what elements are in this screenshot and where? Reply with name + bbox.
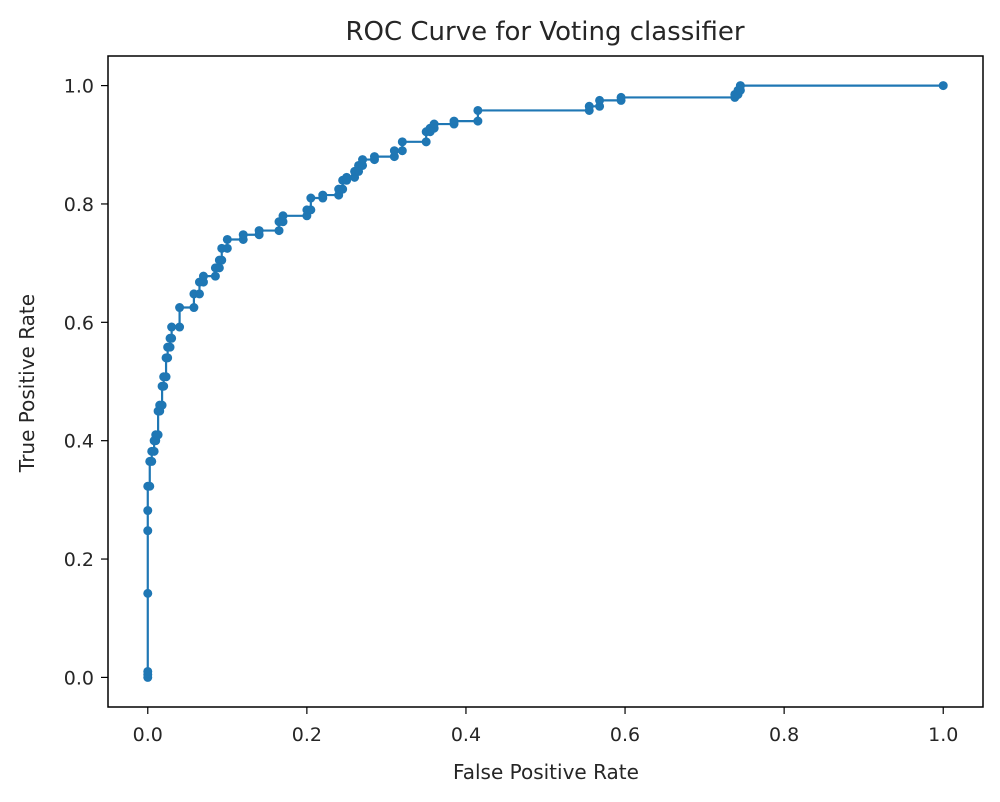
data-point: [165, 342, 175, 352]
data-point: [147, 456, 157, 466]
data-point: [338, 184, 348, 194]
x-tick-label: 0.0: [133, 724, 163, 746]
plot-frame: [107, 55, 984, 708]
data-point: [318, 190, 328, 200]
y-tick-label: 0.6: [64, 312, 94, 334]
series-line: [146, 84, 945, 679]
y-axis: 0.0 0.2 0.4 0.6 0.8 1.0: [64, 76, 108, 689]
y-tick-label: 0.8: [64, 194, 94, 216]
data-point: [153, 430, 163, 440]
x-tick-label: 0.4: [451, 724, 481, 746]
data-point: [735, 81, 745, 91]
data-point: [584, 101, 594, 111]
data-point: [358, 155, 368, 165]
data-point: [938, 81, 948, 91]
y-tick-label: 0.2: [64, 549, 94, 571]
plot-area: [107, 55, 984, 708]
data-point: [306, 205, 316, 215]
data-point: [163, 353, 173, 363]
data-point: [157, 400, 167, 410]
data-point: [397, 146, 407, 156]
y-axis-label: True Positive Rate: [15, 294, 39, 473]
data-point: [306, 193, 316, 203]
data-point: [616, 92, 626, 102]
data-point: [143, 506, 153, 516]
chart-title: ROC Curve for Voting classifier: [345, 17, 744, 47]
data-point: [161, 372, 171, 382]
data-point: [210, 271, 220, 281]
data-point: [278, 211, 288, 221]
x-axis-label: False Positive Rate: [453, 760, 639, 784]
data-point: [429, 119, 439, 129]
data-point: [274, 226, 284, 236]
data-point: [149, 446, 159, 456]
data-point: [254, 226, 264, 236]
data-point: [595, 95, 605, 105]
data-point: [421, 137, 431, 147]
data-point: [189, 303, 199, 313]
y-tick-label: 0.4: [64, 431, 94, 453]
data-point: [194, 289, 204, 299]
data-point: [217, 255, 227, 265]
data-point: [389, 146, 399, 156]
data-point: [167, 322, 177, 332]
data-point: [198, 271, 208, 281]
data-point: [238, 230, 248, 240]
data-point: [473, 116, 483, 126]
data-point: [143, 526, 153, 536]
x-tick-label: 0.8: [769, 724, 799, 746]
x-tick-label: 0.6: [610, 724, 640, 746]
x-axis: 0.0 0.2 0.4 0.6 0.8 1.0: [133, 707, 958, 746]
data-point: [342, 172, 352, 182]
y-tick-label: 0.0: [64, 667, 94, 689]
x-tick-label: 0.2: [292, 724, 322, 746]
data-point: [175, 322, 185, 332]
data-point: [369, 152, 379, 162]
data-point: [222, 234, 232, 244]
data-point: [143, 588, 153, 598]
data-point: [214, 263, 224, 273]
data-point: [449, 116, 459, 126]
data-point: [159, 381, 169, 391]
data-point: [175, 303, 185, 313]
x-tick-label: 1.0: [928, 724, 958, 746]
data-point: [222, 243, 232, 253]
data-point: [167, 333, 177, 343]
data-point: [143, 666, 153, 676]
data-point: [473, 105, 483, 115]
y-tick-label: 1.0: [64, 76, 94, 98]
data-point: [397, 137, 407, 147]
data-point: [145, 481, 155, 491]
